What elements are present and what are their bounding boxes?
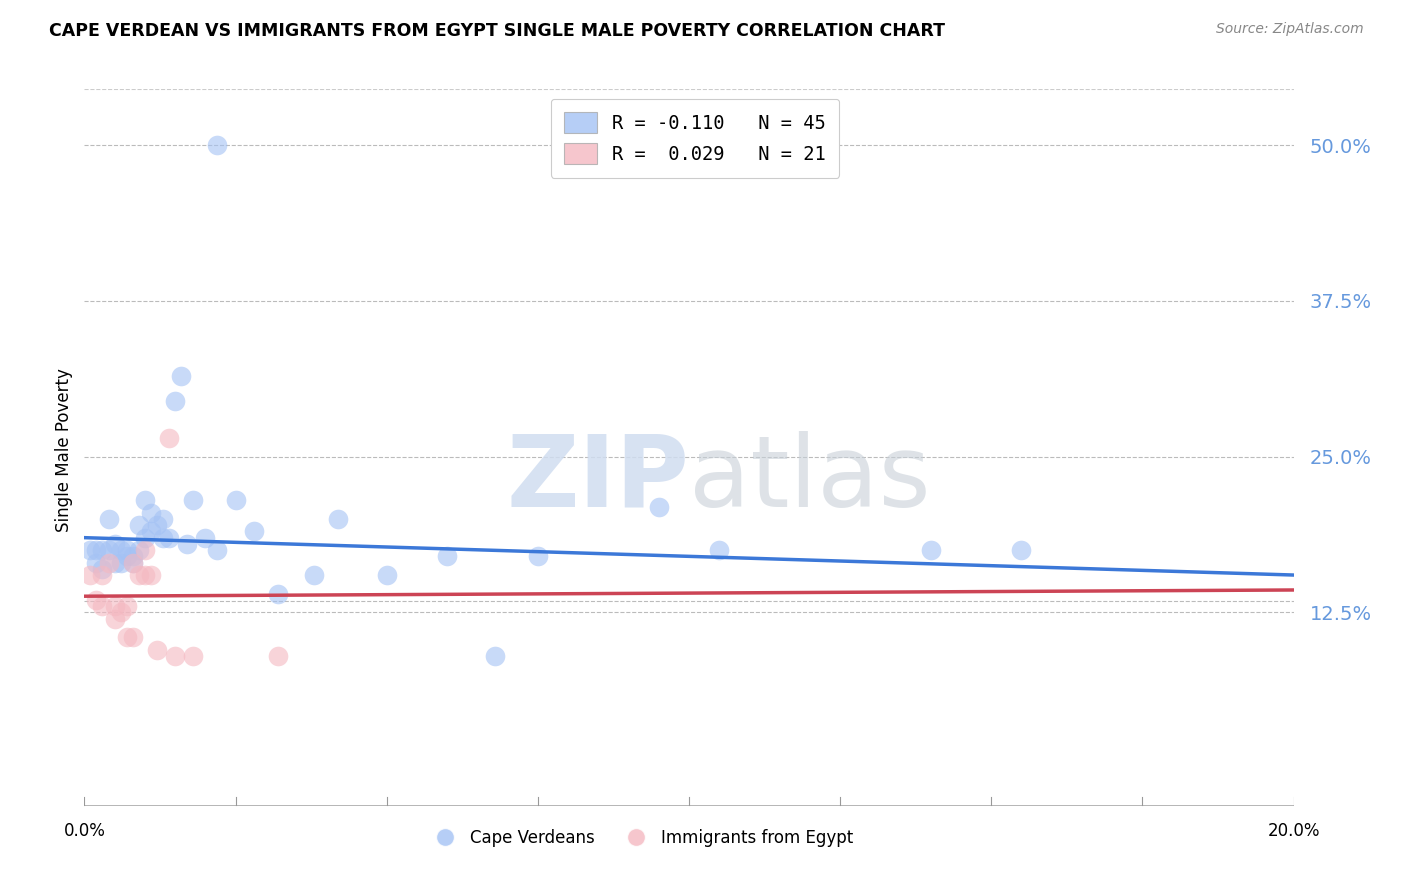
Point (152, 512, 174, 526)
Point (128, 518, 150, 533)
Point (648, 500, 671, 514)
Text: Source: ZipAtlas.com: Source: ZipAtlas.com (1216, 22, 1364, 37)
Point (165, 393, 187, 408)
Point (328, 512, 350, 526)
Point (121, 549, 143, 564)
Point (709, 543, 731, 558)
Point (86, 556, 108, 570)
Point (104, 599, 127, 614)
Point (207, 543, 229, 558)
Point (436, 549, 458, 564)
Point (128, 543, 150, 558)
Point (104, 556, 127, 570)
Point (86, 593, 108, 607)
Point (121, 630, 143, 644)
Point (134, 493, 156, 508)
Point (139, 506, 162, 520)
Point (110, 606, 132, 620)
Point (97, 543, 120, 558)
Point (181, 493, 204, 508)
Point (97, 556, 120, 570)
Point (484, 648, 506, 663)
Point (302, 568, 325, 582)
Point (146, 518, 169, 533)
Point (134, 531, 156, 545)
Point (91, 599, 114, 614)
Point (128, 568, 150, 582)
Point (170, 368, 193, 383)
Point (225, 493, 247, 508)
Point (527, 549, 550, 564)
Legend: Cape Verdeans, Immigrants from Egypt: Cape Verdeans, Immigrants from Egypt (422, 822, 860, 854)
Point (79, 568, 101, 582)
Point (91, 562, 114, 576)
Text: 20.0%: 20.0% (1267, 822, 1320, 839)
Point (181, 648, 204, 663)
Point (920, 543, 942, 558)
Text: ZIP: ZIP (506, 431, 689, 528)
Point (121, 556, 143, 570)
Point (157, 431, 180, 445)
Point (139, 568, 162, 582)
Point (194, 531, 217, 545)
Point (134, 543, 156, 558)
Point (115, 599, 138, 614)
Point (134, 568, 156, 582)
Point (115, 549, 138, 564)
Point (79, 543, 101, 558)
Point (104, 537, 127, 551)
Point (91, 568, 114, 582)
Point (146, 642, 169, 657)
Point (207, 138, 229, 153)
Point (97, 512, 120, 526)
Point (115, 630, 138, 644)
Point (375, 568, 398, 582)
Point (157, 531, 180, 545)
Point (91, 543, 114, 558)
Point (110, 543, 132, 558)
Point (110, 556, 132, 570)
Point (139, 524, 162, 539)
Point (121, 556, 143, 570)
Point (176, 537, 198, 551)
Point (165, 648, 187, 663)
Point (86, 543, 108, 558)
Text: atlas: atlas (689, 431, 931, 528)
Point (242, 524, 264, 539)
Point (104, 612, 127, 626)
Point (152, 531, 174, 545)
Point (267, 648, 290, 663)
Point (267, 587, 290, 601)
Point (115, 543, 138, 558)
Y-axis label: Single Male Poverty: Single Male Poverty (55, 368, 73, 533)
Text: CAPE VERDEAN VS IMMIGRANTS FROM EGYPT SINGLE MALE POVERTY CORRELATION CHART: CAPE VERDEAN VS IMMIGRANTS FROM EGYPT SI… (49, 22, 945, 40)
Point (1011, 543, 1033, 558)
Text: 0.0%: 0.0% (63, 822, 105, 839)
